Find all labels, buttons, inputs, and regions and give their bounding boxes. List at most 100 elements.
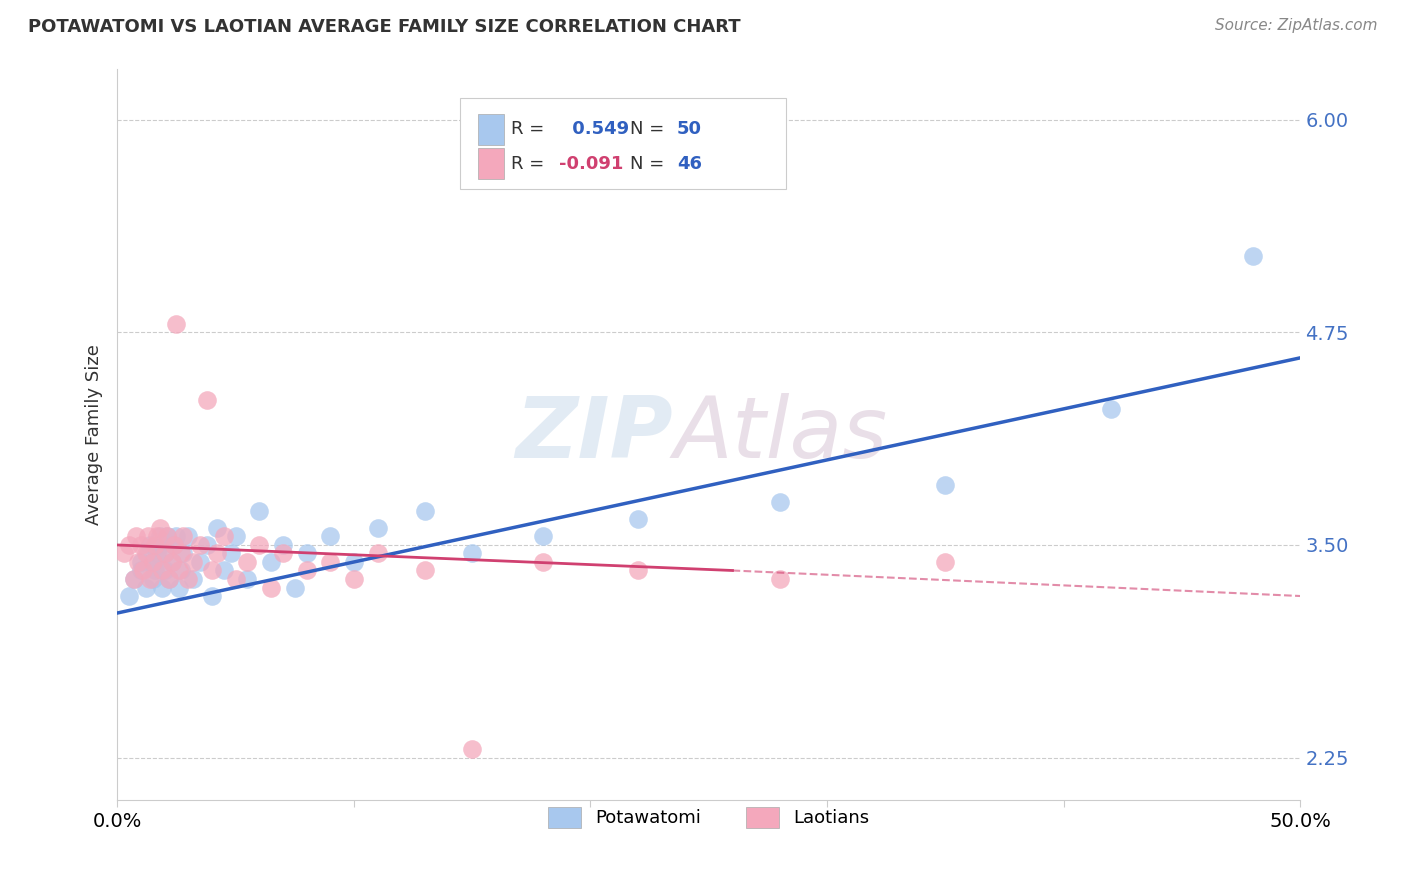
Point [366, 546, 388, 560]
Text: Atlas: Atlas [673, 392, 887, 475]
Point [212, 564, 235, 578]
Point [205, 521, 228, 535]
Point [165, 529, 187, 543]
Point [112, 546, 135, 560]
Legend: Potawatomi, Laotians: Potawatomi, Laotians [541, 800, 876, 835]
Point [150, 581, 173, 595]
Point [122, 572, 145, 586]
Point [149, 529, 172, 543]
Point [769, 572, 792, 586]
Point [172, 546, 194, 560]
Text: POTAWATOMI VS LAOTIAN AVERAGE FAMILY SIZE CORRELATION CHART: POTAWATOMI VS LAOTIAN AVERAGE FAMILY SIZ… [28, 18, 741, 36]
Point [142, 555, 165, 569]
Point [142, 572, 165, 586]
Point [181, 555, 204, 569]
Point [150, 564, 173, 578]
Point [343, 572, 366, 586]
Text: -0.091: -0.091 [558, 154, 623, 173]
Point [118, 538, 141, 552]
Point [295, 546, 318, 560]
Point [143, 538, 166, 552]
Point [260, 581, 283, 595]
Point [212, 529, 235, 543]
Point [160, 555, 183, 569]
Point [135, 581, 157, 595]
Point [225, 572, 247, 586]
Text: R =: R = [512, 120, 544, 138]
Text: Source: ZipAtlas.com: Source: ZipAtlas.com [1215, 18, 1378, 33]
Point [160, 555, 183, 569]
Point [143, 564, 166, 578]
Point [129, 555, 152, 569]
Point [181, 572, 204, 586]
Text: 0.549: 0.549 [565, 120, 628, 138]
Point [153, 564, 176, 578]
Point [319, 529, 342, 543]
Point [132, 564, 155, 578]
Point [172, 529, 194, 543]
Point [236, 555, 259, 569]
Point [195, 393, 218, 408]
Point [167, 564, 190, 578]
Point [201, 589, 224, 603]
Point [295, 564, 318, 578]
Text: N =: N = [630, 120, 664, 138]
Point [136, 529, 159, 543]
Point [153, 546, 176, 560]
Point [247, 538, 270, 552]
Point [157, 572, 180, 586]
Point [366, 521, 388, 535]
Point [461, 742, 484, 756]
Point [177, 529, 200, 543]
Point [343, 555, 366, 569]
Point [122, 572, 145, 586]
Point [149, 538, 172, 552]
Text: 50: 50 [676, 120, 702, 138]
Point [271, 538, 294, 552]
Point [135, 546, 157, 560]
Point [146, 529, 169, 543]
Point [188, 555, 211, 569]
Point [934, 478, 956, 492]
FancyBboxPatch shape [460, 98, 786, 189]
Point [163, 538, 186, 552]
Point [531, 529, 554, 543]
Point [531, 555, 554, 569]
Point [627, 512, 650, 526]
Point [284, 581, 307, 595]
Point [129, 538, 152, 552]
Point [201, 564, 224, 578]
Point [934, 555, 956, 569]
Point [149, 521, 172, 535]
Point [165, 317, 187, 331]
Point [236, 572, 259, 586]
Point [413, 564, 436, 578]
Point [319, 555, 342, 569]
Point [271, 546, 294, 560]
Point [125, 529, 148, 543]
Point [219, 546, 242, 560]
Point [225, 529, 247, 543]
Point [461, 546, 484, 560]
Point [146, 546, 169, 560]
Point [769, 495, 792, 509]
Point [177, 572, 200, 586]
Point [156, 529, 179, 543]
Point [139, 572, 162, 586]
Point [142, 555, 165, 569]
Point [627, 564, 650, 578]
Point [413, 504, 436, 518]
Point [127, 555, 149, 569]
Point [118, 589, 141, 603]
Point [195, 538, 218, 552]
Point [167, 581, 190, 595]
Text: 46: 46 [676, 154, 702, 173]
Point [260, 555, 283, 569]
Point [156, 529, 179, 543]
FancyBboxPatch shape [478, 114, 505, 145]
Point [170, 546, 193, 560]
Point [1241, 249, 1264, 263]
Point [153, 546, 176, 560]
Point [129, 564, 152, 578]
Text: ZIP: ZIP [516, 392, 673, 475]
